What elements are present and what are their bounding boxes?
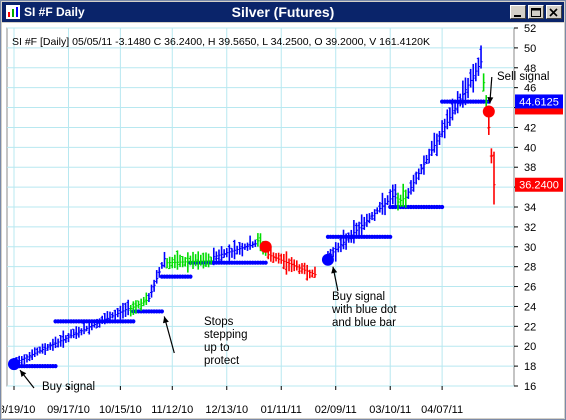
annotation-text: Sell signal <box>497 71 549 83</box>
stop-dot <box>188 274 193 279</box>
stop-dot <box>53 364 58 369</box>
y-tick-label: 40 <box>524 142 536 154</box>
y-tick-label: 20 <box>524 341 536 353</box>
sell-signal-dot <box>482 105 495 118</box>
buy-signal-dot <box>8 358 20 371</box>
y-tick-label: 42 <box>524 122 536 134</box>
chart-app-icon <box>6 5 20 19</box>
price-bars <box>12 45 496 367</box>
x-tick-label: 12/13/10 <box>205 404 248 416</box>
annotation-arrow <box>163 316 175 354</box>
x-tick-label: 09/17/10 <box>47 404 90 416</box>
price-tag-box <box>515 94 563 109</box>
trailing-stop-dots <box>11 99 491 369</box>
y-tick-label: 28 <box>524 262 536 274</box>
stop-dot <box>263 260 268 265</box>
price-tag-label: 36.2400 <box>519 180 559 192</box>
y-tick-label: 30 <box>524 242 536 254</box>
annotation-text: Buy signal with blue dot and blue bar <box>331 291 397 329</box>
x-tick-label: 03/10/11 <box>369 404 411 416</box>
x-axis: 08/19/10 09/17/10 10/15/10 11/12/10 12/13/10… <box>2 386 463 416</box>
x-tick-label: 11/12/10 <box>151 404 193 416</box>
close-icon <box>549 8 558 17</box>
y-tick-label: 26 <box>524 282 536 294</box>
x-tick-label: 04/07/11 <box>421 404 463 416</box>
sell-signal-dot <box>259 240 272 253</box>
annotation-arrowhead <box>487 97 494 104</box>
y-tick-label: 34 <box>524 202 536 214</box>
y-tick-label: 52 <box>524 23 536 35</box>
y-tick-label: 38 <box>524 162 536 174</box>
minimize-icon <box>514 15 521 17</box>
maximize-button[interactable] <box>528 5 544 19</box>
y-tick-label: 46 <box>524 83 536 95</box>
annotation-arrowhead <box>20 370 27 377</box>
x-tick-label: 10/15/10 <box>99 404 142 416</box>
stop-tag-box <box>515 108 563 115</box>
minimize-button[interactable] <box>510 5 526 19</box>
maximize-icon <box>531 8 541 17</box>
stop-dot <box>159 309 164 314</box>
y-tick-label: 16 <box>524 381 536 393</box>
price-tags: 44.6125 36.2400 <box>515 94 563 192</box>
annotation-arrowhead <box>162 316 169 324</box>
x-tick-label: 02/09/11 <box>315 404 357 416</box>
stop-dot <box>131 319 136 324</box>
title-bar[interactable]: SI #F Daily Silver (Futures) <box>2 2 564 22</box>
window-title: SI #F Daily <box>24 5 85 19</box>
x-tick-label: 08/19/10 <box>2 404 35 416</box>
stop-dot <box>388 234 393 239</box>
chart-title: Silver (Futures) <box>231 4 335 20</box>
y-tick-label: 50 <box>524 43 536 55</box>
price-tag-box <box>515 177 563 192</box>
close-button[interactable] <box>546 5 562 19</box>
stop-dot <box>440 204 445 210</box>
y-tick-label: 22 <box>524 321 536 333</box>
signal-dots <box>8 105 495 371</box>
y-tick-label: 18 <box>524 361 536 373</box>
annotation-text: Stops stepping up to protect <box>204 316 247 367</box>
y-tick-label: 24 <box>524 301 536 313</box>
buy-signal-dot <box>321 253 334 266</box>
annotation-arrowhead <box>331 266 338 274</box>
y-tick-label: 32 <box>524 222 536 234</box>
x-tick-label: 01/11/11 <box>261 404 302 416</box>
price-tag-label: 44.6125 <box>519 96 559 108</box>
ohlc-info-line: SI #F [Daily] 05/05/11 -3.1480 C 36.2400… <box>12 36 430 48</box>
y-tick-label: 48 <box>524 63 536 75</box>
